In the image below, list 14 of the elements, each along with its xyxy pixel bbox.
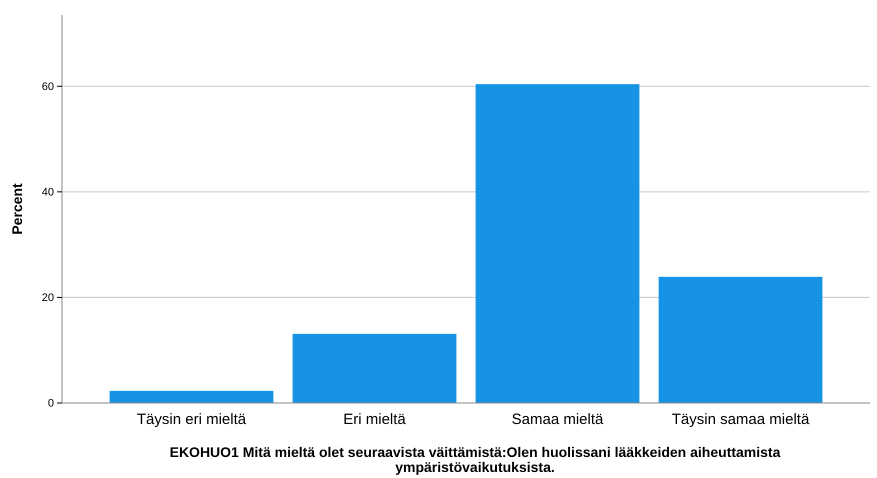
x-tick-label: Täysin eri mieltä: [136, 411, 247, 428]
x-tick-label: Eri mieltä: [343, 411, 406, 428]
x-axis-title: EKOHUO1 Mitä mieltä olet seuraavista väittämistä:Olen huolissani lääkkeiden aiheuttamista ympäristövaikutuksista.: [170, 444, 781, 475]
y-tick-label: 60: [42, 80, 54, 93]
bar: [476, 84, 640, 403]
y-tick-label: 20: [42, 292, 54, 304]
bar: [110, 390, 274, 403]
x-tick-label: Samaa mieltä: [512, 411, 604, 428]
bar: [292, 334, 456, 403]
y-tick-label: 0: [48, 398, 54, 410]
bar: [658, 276, 822, 403]
x-tick-label: Täysin samaa mieltä: [672, 411, 810, 428]
y-axis-title: Percent: [9, 182, 25, 235]
y-tick-label: 40: [42, 186, 54, 198]
